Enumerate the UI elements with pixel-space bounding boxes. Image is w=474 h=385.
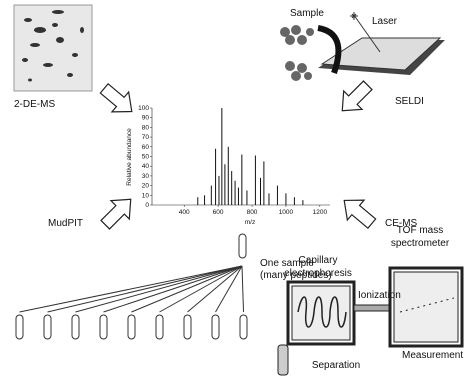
x-tick-label: 600 bbox=[213, 209, 224, 216]
arrow bbox=[95, 189, 141, 235]
label-ionization: Ionization bbox=[358, 290, 401, 301]
y-tick-label: 10 bbox=[142, 192, 150, 199]
x-tick-label: 800 bbox=[247, 209, 258, 216]
label-one-sample: (many peptides) bbox=[260, 270, 332, 281]
gel-image bbox=[13, 4, 93, 92]
arrow bbox=[95, 77, 141, 123]
spectrum: m/z Relative abundance 0 10 20 30 40 50 60 70 80… bbox=[126, 105, 330, 226]
connector bbox=[19, 265, 243, 313]
label-one-sample: One sample bbox=[260, 258, 314, 269]
connector bbox=[75, 265, 243, 313]
tube bbox=[211, 314, 220, 340]
x-tick-label: 1200 bbox=[313, 209, 328, 216]
y-tick-label: 0 bbox=[145, 202, 149, 209]
connector bbox=[215, 265, 243, 313]
y-tick-label: 40 bbox=[142, 163, 150, 170]
label-capillary: Capillary bbox=[299, 255, 338, 266]
y-tick-label: 20 bbox=[142, 183, 150, 190]
tube bbox=[71, 314, 80, 340]
x-tick-label: 400 bbox=[179, 209, 190, 216]
tube bbox=[183, 314, 192, 340]
y-tick-label: 100 bbox=[138, 105, 149, 112]
y-tick-label: 80 bbox=[142, 124, 150, 131]
y-tick-label: 60 bbox=[142, 144, 150, 151]
connector bbox=[131, 265, 243, 313]
ce-ms-illustration bbox=[277, 266, 464, 376]
label-separation: Separation bbox=[312, 360, 360, 371]
connector bbox=[187, 265, 243, 313]
label-2de: 2-DE-MS bbox=[14, 99, 55, 110]
label-tof: TOF mass bbox=[397, 225, 443, 236]
tube bbox=[155, 314, 164, 340]
y-tick-label: 70 bbox=[142, 134, 150, 141]
tube bbox=[15, 314, 24, 340]
tube bbox=[43, 314, 52, 340]
tube bbox=[239, 314, 248, 340]
tube bbox=[127, 314, 136, 340]
label-tof: spectrometer bbox=[391, 238, 450, 249]
label-mudpit: MudPIT bbox=[48, 218, 83, 229]
tube bbox=[99, 314, 108, 340]
y-tick-label: 50 bbox=[142, 154, 150, 161]
mudpit-illustration bbox=[15, 233, 248, 340]
y-tick-label: 90 bbox=[142, 115, 150, 122]
label-capillary: electrophoresis bbox=[284, 268, 352, 279]
connector bbox=[47, 265, 243, 313]
seldi-illustration bbox=[280, 12, 445, 81]
y-axis-label: Relative abundance bbox=[126, 128, 133, 186]
label-sample: Sample bbox=[290, 8, 324, 19]
arrow bbox=[335, 189, 381, 235]
connector bbox=[241, 265, 244, 313]
label-ce-ms: CE-MS bbox=[385, 218, 418, 229]
label-measurement: Measurement bbox=[402, 350, 463, 361]
label-laser: Laser bbox=[372, 16, 398, 27]
arrow bbox=[332, 75, 378, 121]
connector bbox=[159, 265, 243, 313]
x-tick-label: 1000 bbox=[279, 209, 294, 216]
x-axis-label: m/z bbox=[245, 219, 255, 226]
y-tick-label: 30 bbox=[142, 173, 150, 180]
label-seldi: SELDI bbox=[395, 96, 424, 107]
connector bbox=[103, 265, 243, 313]
